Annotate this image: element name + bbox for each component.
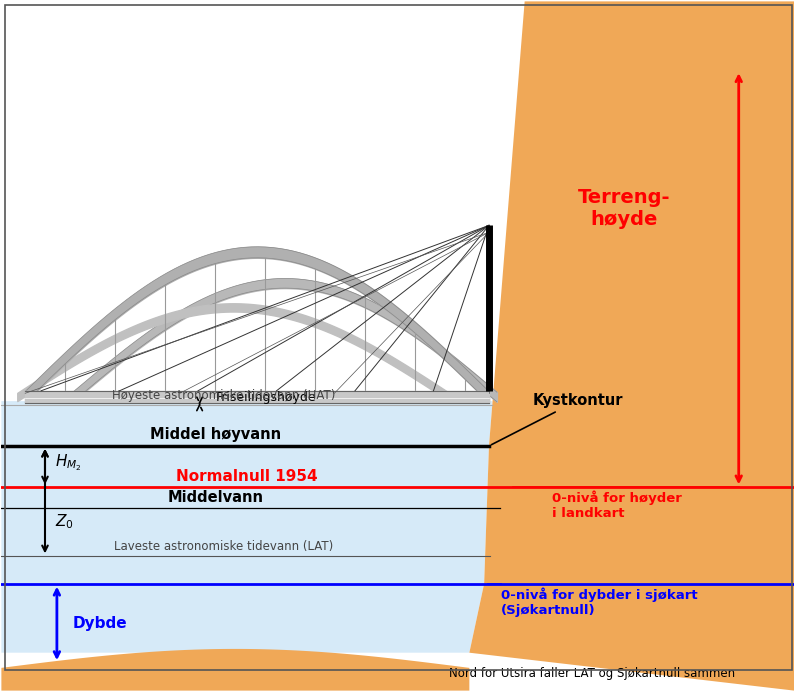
Text: Kystkontur: Kystkontur xyxy=(491,393,623,445)
Text: $H_{M_2}$: $H_{M_2}$ xyxy=(54,453,81,473)
Text: Laveste astronomiske tidevann (LAT): Laveste astronomiske tidevann (LAT) xyxy=(114,540,333,554)
Text: 0-nivå for dybder i sjøkart
(Sjøkartnull): 0-nivå for dybder i sjøkart (Sjøkartnull… xyxy=(501,588,697,617)
Text: Dybde: Dybde xyxy=(73,616,127,631)
Text: Friseilingshøyde: Friseilingshøyde xyxy=(215,390,316,403)
Polygon shape xyxy=(2,649,469,691)
Text: Nord for Utsira faller LAT og Sjøkartnull sammen: Nord for Utsira faller LAT og Sjøkartnul… xyxy=(449,667,735,680)
Text: Middelvann: Middelvann xyxy=(167,490,264,505)
Text: 0-nivå for høyder
i landkart: 0-nivå for høyder i landkart xyxy=(553,491,682,520)
Polygon shape xyxy=(2,401,493,691)
Polygon shape xyxy=(469,1,794,691)
Text: Terreng-
høyde: Terreng- høyde xyxy=(578,188,670,228)
Text: Normalnull 1954: Normalnull 1954 xyxy=(176,469,317,484)
Text: Middel høyvann: Middel høyvann xyxy=(150,428,281,442)
Text: $Z_0$: $Z_0$ xyxy=(54,512,74,531)
Text: Høyeste astronomiske tidevann (HAT): Høyeste astronomiske tidevann (HAT) xyxy=(112,389,335,402)
